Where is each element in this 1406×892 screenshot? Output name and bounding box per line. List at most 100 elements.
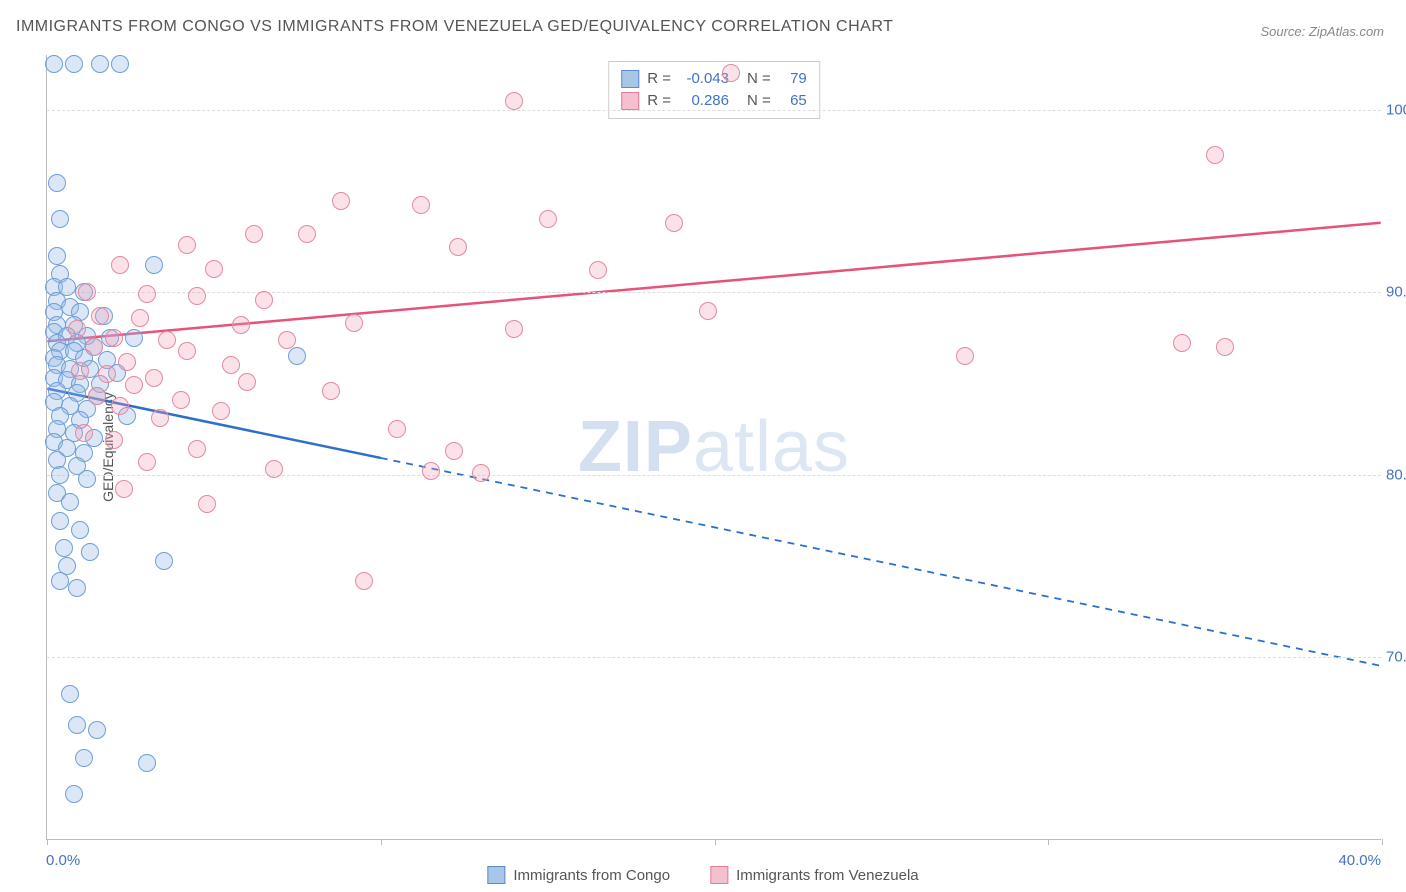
data-point <box>68 579 86 597</box>
data-point <box>85 338 103 356</box>
data-point <box>172 391 190 409</box>
data-point <box>65 785 83 803</box>
data-point <box>278 331 296 349</box>
data-point <box>71 362 89 380</box>
data-point <box>138 754 156 772</box>
data-point <box>111 55 129 73</box>
legend-label: Immigrants from Venezuela <box>736 867 919 884</box>
data-point <box>188 440 206 458</box>
x-axis-min-label: 0.0% <box>46 852 80 869</box>
data-point <box>55 539 73 557</box>
data-point <box>75 749 93 767</box>
x-tick <box>381 839 382 845</box>
data-point <box>322 382 340 400</box>
data-point <box>1173 334 1191 352</box>
data-point <box>589 261 607 279</box>
r-label: R = <box>647 90 671 112</box>
gridline <box>47 475 1381 476</box>
legend-label: Immigrants from Congo <box>513 867 670 884</box>
data-point <box>699 302 717 320</box>
data-point <box>151 409 169 427</box>
data-point <box>138 453 156 471</box>
data-point <box>245 225 263 243</box>
data-point <box>198 495 216 513</box>
y-tick-label: 90.0% <box>1386 284 1406 301</box>
data-point <box>505 320 523 338</box>
legend-item: Immigrants from Venezuela <box>710 866 919 884</box>
data-point <box>51 210 69 228</box>
r-label: R = <box>647 68 671 90</box>
data-point <box>111 397 129 415</box>
x-tick <box>47 839 48 845</box>
data-point <box>345 314 363 332</box>
legend-item: Immigrants from Congo <box>487 866 670 884</box>
data-point <box>205 260 223 278</box>
data-point <box>91 55 109 73</box>
data-point <box>288 347 306 365</box>
trend-lines-svg <box>47 55 1381 839</box>
data-point <box>145 369 163 387</box>
data-point <box>131 309 149 327</box>
legend-swatch <box>710 866 728 884</box>
data-point <box>61 493 79 511</box>
data-point <box>145 256 163 274</box>
data-point <box>956 347 974 365</box>
data-point <box>88 387 106 405</box>
data-point <box>45 55 63 73</box>
x-tick <box>1048 839 1049 845</box>
data-point <box>105 431 123 449</box>
y-tick-label: 70.0% <box>1386 649 1406 666</box>
data-point <box>48 247 66 265</box>
x-tick <box>715 839 716 845</box>
trend-line-extrapolated <box>381 458 1381 666</box>
data-point <box>61 685 79 703</box>
data-point <box>78 283 96 301</box>
data-point <box>91 307 109 325</box>
data-point <box>105 329 123 347</box>
data-point <box>125 329 143 347</box>
data-point <box>355 572 373 590</box>
legend-series: Immigrants from Congo Immigrants from Ven… <box>487 866 918 884</box>
data-point <box>65 55 83 73</box>
data-point <box>188 287 206 305</box>
data-point <box>51 572 69 590</box>
data-point <box>412 196 430 214</box>
y-tick-label: 100.0% <box>1386 101 1406 118</box>
data-point <box>212 402 230 420</box>
legend-row: R =-0.043N =79 <box>621 68 807 90</box>
n-value: 65 <box>779 90 807 112</box>
data-point <box>178 342 196 360</box>
x-axis-max-label: 40.0% <box>1338 852 1381 869</box>
data-point <box>48 174 66 192</box>
legend-row: R =0.286N =65 <box>621 90 807 112</box>
data-point <box>238 373 256 391</box>
x-tick <box>1382 839 1383 845</box>
data-point <box>178 236 196 254</box>
legend-swatch <box>621 92 639 110</box>
gridline <box>47 292 1381 293</box>
data-point <box>505 92 523 110</box>
data-point <box>111 256 129 274</box>
gridline <box>47 110 1381 111</box>
data-point <box>472 464 490 482</box>
data-point <box>1216 338 1234 356</box>
data-point <box>78 470 96 488</box>
data-point <box>118 353 136 371</box>
data-point <box>722 64 740 82</box>
n-value: 79 <box>779 68 807 90</box>
data-point <box>445 442 463 460</box>
data-point <box>232 316 250 334</box>
data-point <box>68 716 86 734</box>
plot-area: GED/Equivalency ZIPatlas R =-0.043N =79R… <box>46 55 1381 840</box>
gridline <box>47 657 1381 658</box>
data-point <box>88 721 106 739</box>
data-point <box>71 521 89 539</box>
source-attribution: Source: ZipAtlas.com <box>1260 24 1384 39</box>
data-point <box>75 424 93 442</box>
data-point <box>125 376 143 394</box>
data-point <box>81 543 99 561</box>
data-point <box>539 210 557 228</box>
data-point <box>388 420 406 438</box>
data-point <box>298 225 316 243</box>
data-point <box>449 238 467 256</box>
